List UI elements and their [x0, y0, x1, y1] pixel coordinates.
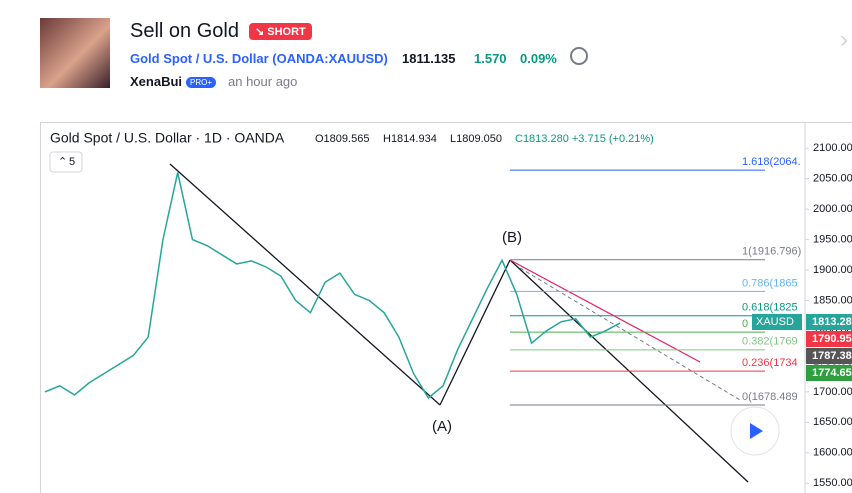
ohlc-low: L1809.050: [450, 133, 502, 145]
fib-label: 0.236(1734: [742, 357, 798, 369]
fib-label: 0.382(1769: [742, 336, 798, 348]
change-pct: 0.09%: [520, 51, 557, 66]
y-tick-label: 1950.00: [813, 233, 852, 245]
price-tag-text: 1774.65: [812, 367, 852, 379]
fib-label: 0(1678.489: [742, 391, 798, 403]
price-line: [44, 172, 621, 400]
price: 1811.135: [402, 51, 456, 66]
wave-label: (B): [502, 229, 522, 246]
y-tick-label: 1900.00: [813, 264, 852, 276]
avatar[interactable]: [40, 18, 110, 88]
y-tick-label: 1600.00: [813, 447, 852, 459]
pink-trend: [509, 259, 701, 363]
trend-lines: [169, 163, 749, 483]
chart-title: Gold Spot / U.S. Dollar · 1D · OANDA: [50, 130, 285, 146]
fib-label: 0.618(1825: [742, 302, 798, 314]
chart-frame: [40, 122, 852, 493]
wave-label: (A): [432, 418, 452, 435]
y-tick-label: 2000.00: [813, 203, 852, 215]
ohlc-high: H1814.934: [383, 133, 437, 145]
symbol-tag-text: XAUSD: [756, 316, 794, 328]
fib-label: 0: [742, 318, 748, 330]
next-arrow[interactable]: ›: [840, 26, 848, 53]
price-tag: [806, 365, 852, 381]
price-tag-text: 1790.95: [812, 333, 852, 345]
interval-arrow: ⌃: [58, 156, 67, 168]
y-tick-label: 1650.00: [813, 416, 852, 428]
dashed-trend: [519, 267, 741, 401]
badge-text: SHORT: [267, 26, 306, 38]
price-tag: [806, 348, 852, 364]
price-tag-text: 1787.38: [812, 350, 852, 362]
time: an hour ago: [228, 74, 298, 89]
alert-icon[interactable]: [570, 47, 588, 65]
y-tick-label: 2100.00: [813, 142, 852, 154]
pro-badge: PRO+: [186, 77, 217, 88]
ohlc-open: O1809.565: [315, 133, 369, 145]
fib-label: 1(1916.796): [742, 246, 801, 258]
y-tick-label: 2050.00: [813, 173, 852, 185]
interval-text: 5: [69, 156, 75, 168]
price-tag: [806, 314, 852, 330]
interval-button[interactable]: [49, 151, 83, 173]
y-tick-label: 1550.00: [813, 477, 852, 489]
fib-label: 0.786(1865: [742, 277, 798, 289]
idea-title: Sell on Gold: [130, 20, 239, 42]
short-badge: ↘ SHORT: [249, 23, 312, 40]
symbol-link[interactable]: Gold Spot / U.S. Dollar (OANDA:XAUUSD): [130, 51, 388, 66]
ohlc-close: C1813.280 +3.715 (+0.21%): [515, 133, 654, 145]
y-tick-label: 1700.00: [813, 386, 852, 398]
price-tag: [806, 331, 852, 347]
play-icon: [750, 423, 763, 439]
change: 1.570: [474, 51, 507, 66]
y-tick-label: 1850.00: [813, 294, 852, 306]
symbol-tag: [752, 314, 802, 330]
price-tag-text: 1813.28: [812, 316, 852, 328]
author[interactable]: XenaBui: [130, 74, 183, 89]
fib-label: 1.618(2064.: [742, 156, 801, 168]
